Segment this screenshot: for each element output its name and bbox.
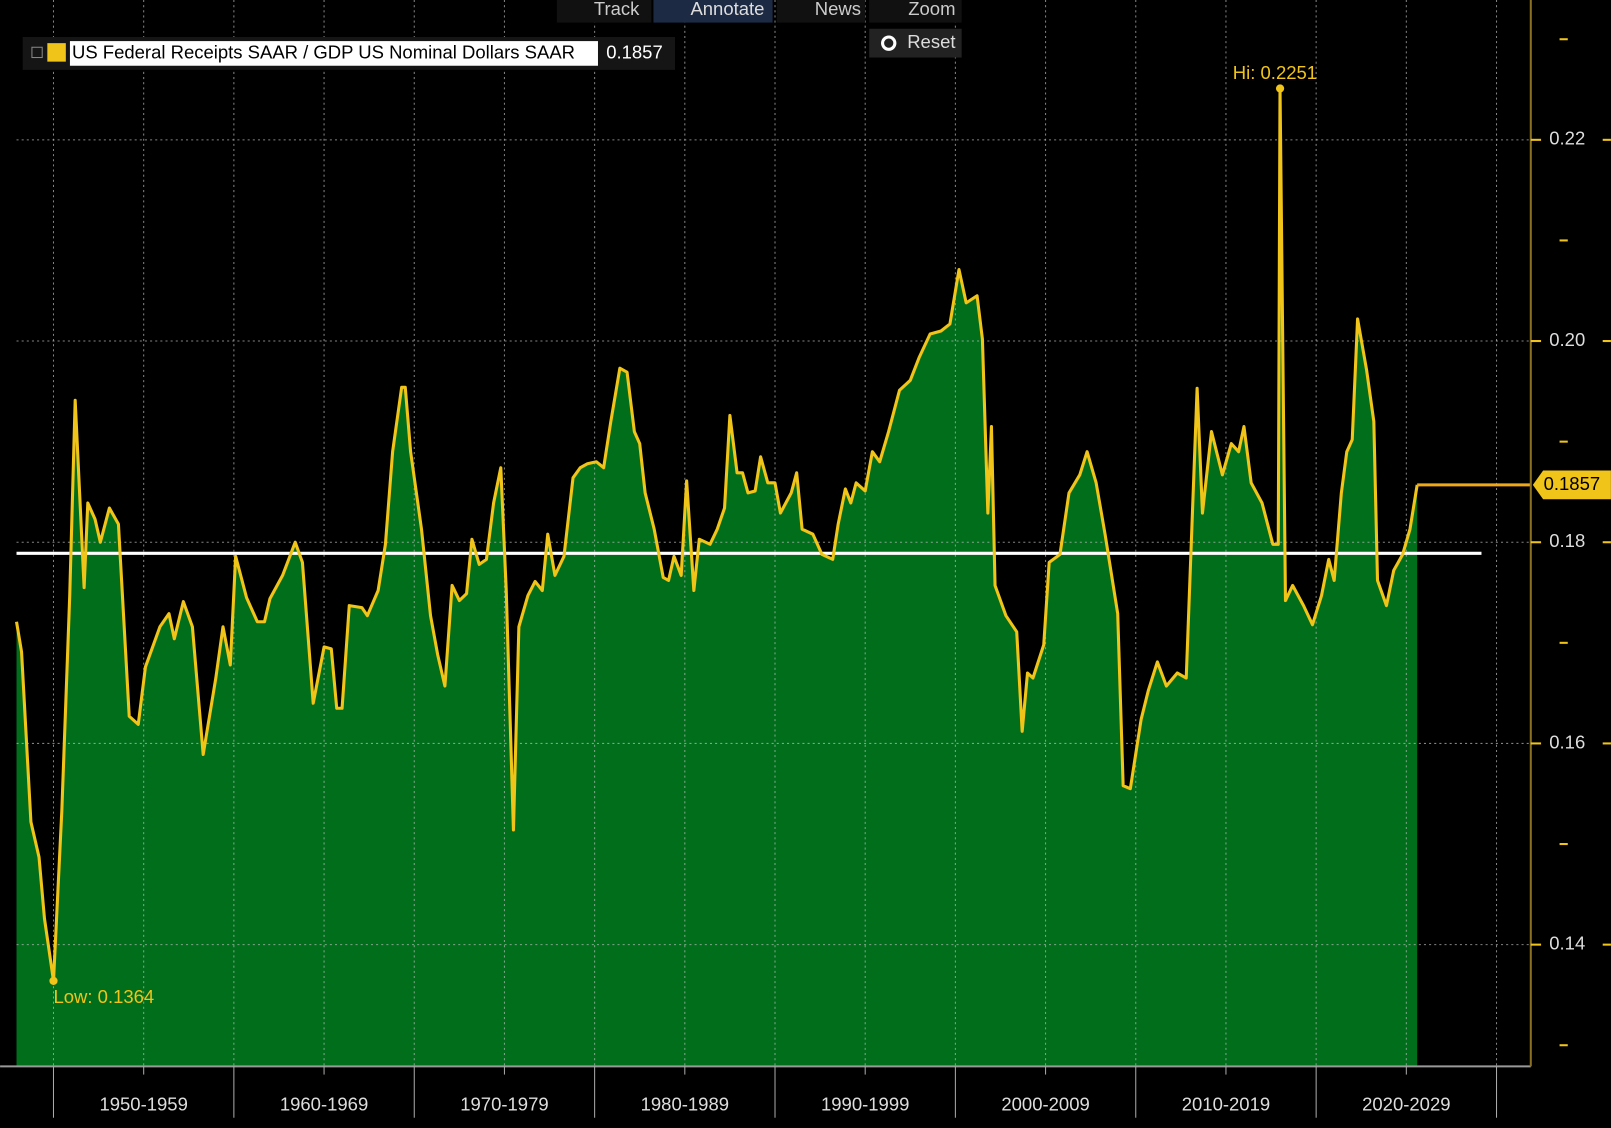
toolbar-button[interactable] — [653, 0, 773, 23]
toolbar-label: Reset — [907, 31, 955, 52]
toolbar-button[interactable] — [776, 0, 866, 23]
toolbar-label: News — [815, 0, 861, 19]
x-tick-label: 1960-1969 — [280, 1093, 368, 1114]
legend-label: US Federal Receipts SAAR / GDP US Nomina… — [72, 41, 575, 62]
x-tick-label: 1950-1959 — [99, 1093, 187, 1114]
last-value-tag — [1532, 470, 1611, 500]
x-tick-label: 2000-2009 — [1001, 1093, 1089, 1114]
toolbar-button[interactable] — [556, 0, 652, 23]
toolbar-label: Track — [594, 0, 640, 19]
y-tick-label: 0.14 — [1549, 933, 1585, 954]
y-tick-label: 0.20 — [1549, 329, 1585, 350]
legend-toggle[interactable] — [31, 46, 43, 59]
toolbar-label: Annotate — [690, 0, 764, 19]
reset-icon — [881, 35, 897, 51]
annotation-point — [49, 976, 58, 985]
x-tick-label: 1970-1979 — [460, 1093, 548, 1114]
toolbar-button[interactable] — [869, 0, 962, 23]
legend-highlight — [69, 41, 598, 66]
legend-value: 0.1857 — [606, 41, 663, 62]
x-tick-label: 2010-2019 — [1182, 1093, 1270, 1114]
annotation-point — [1275, 84, 1285, 93]
x-tick-label: 2020-2029 — [1362, 1093, 1450, 1114]
y-tick-label: 0.18 — [1549, 530, 1585, 551]
annotation: Low: 0.1364 — [53, 986, 154, 1007]
reset-button[interactable] — [869, 28, 962, 58]
legend-swatch — [47, 43, 66, 62]
y-tick-label: 0.16 — [1549, 731, 1585, 752]
area — [16, 88, 1418, 1067]
toolbar-label: Zoom — [908, 0, 955, 19]
line — [14, 87, 1419, 983]
x-tick-label: 1980-1989 — [641, 1093, 729, 1114]
last-value-label: 0.1857 — [1544, 473, 1601, 494]
y-tick-label: 0.22 — [1549, 128, 1585, 149]
x-tick-label: 1990-1999 — [821, 1093, 909, 1114]
annotation: Hi: 0.2251 — [1233, 62, 1317, 83]
